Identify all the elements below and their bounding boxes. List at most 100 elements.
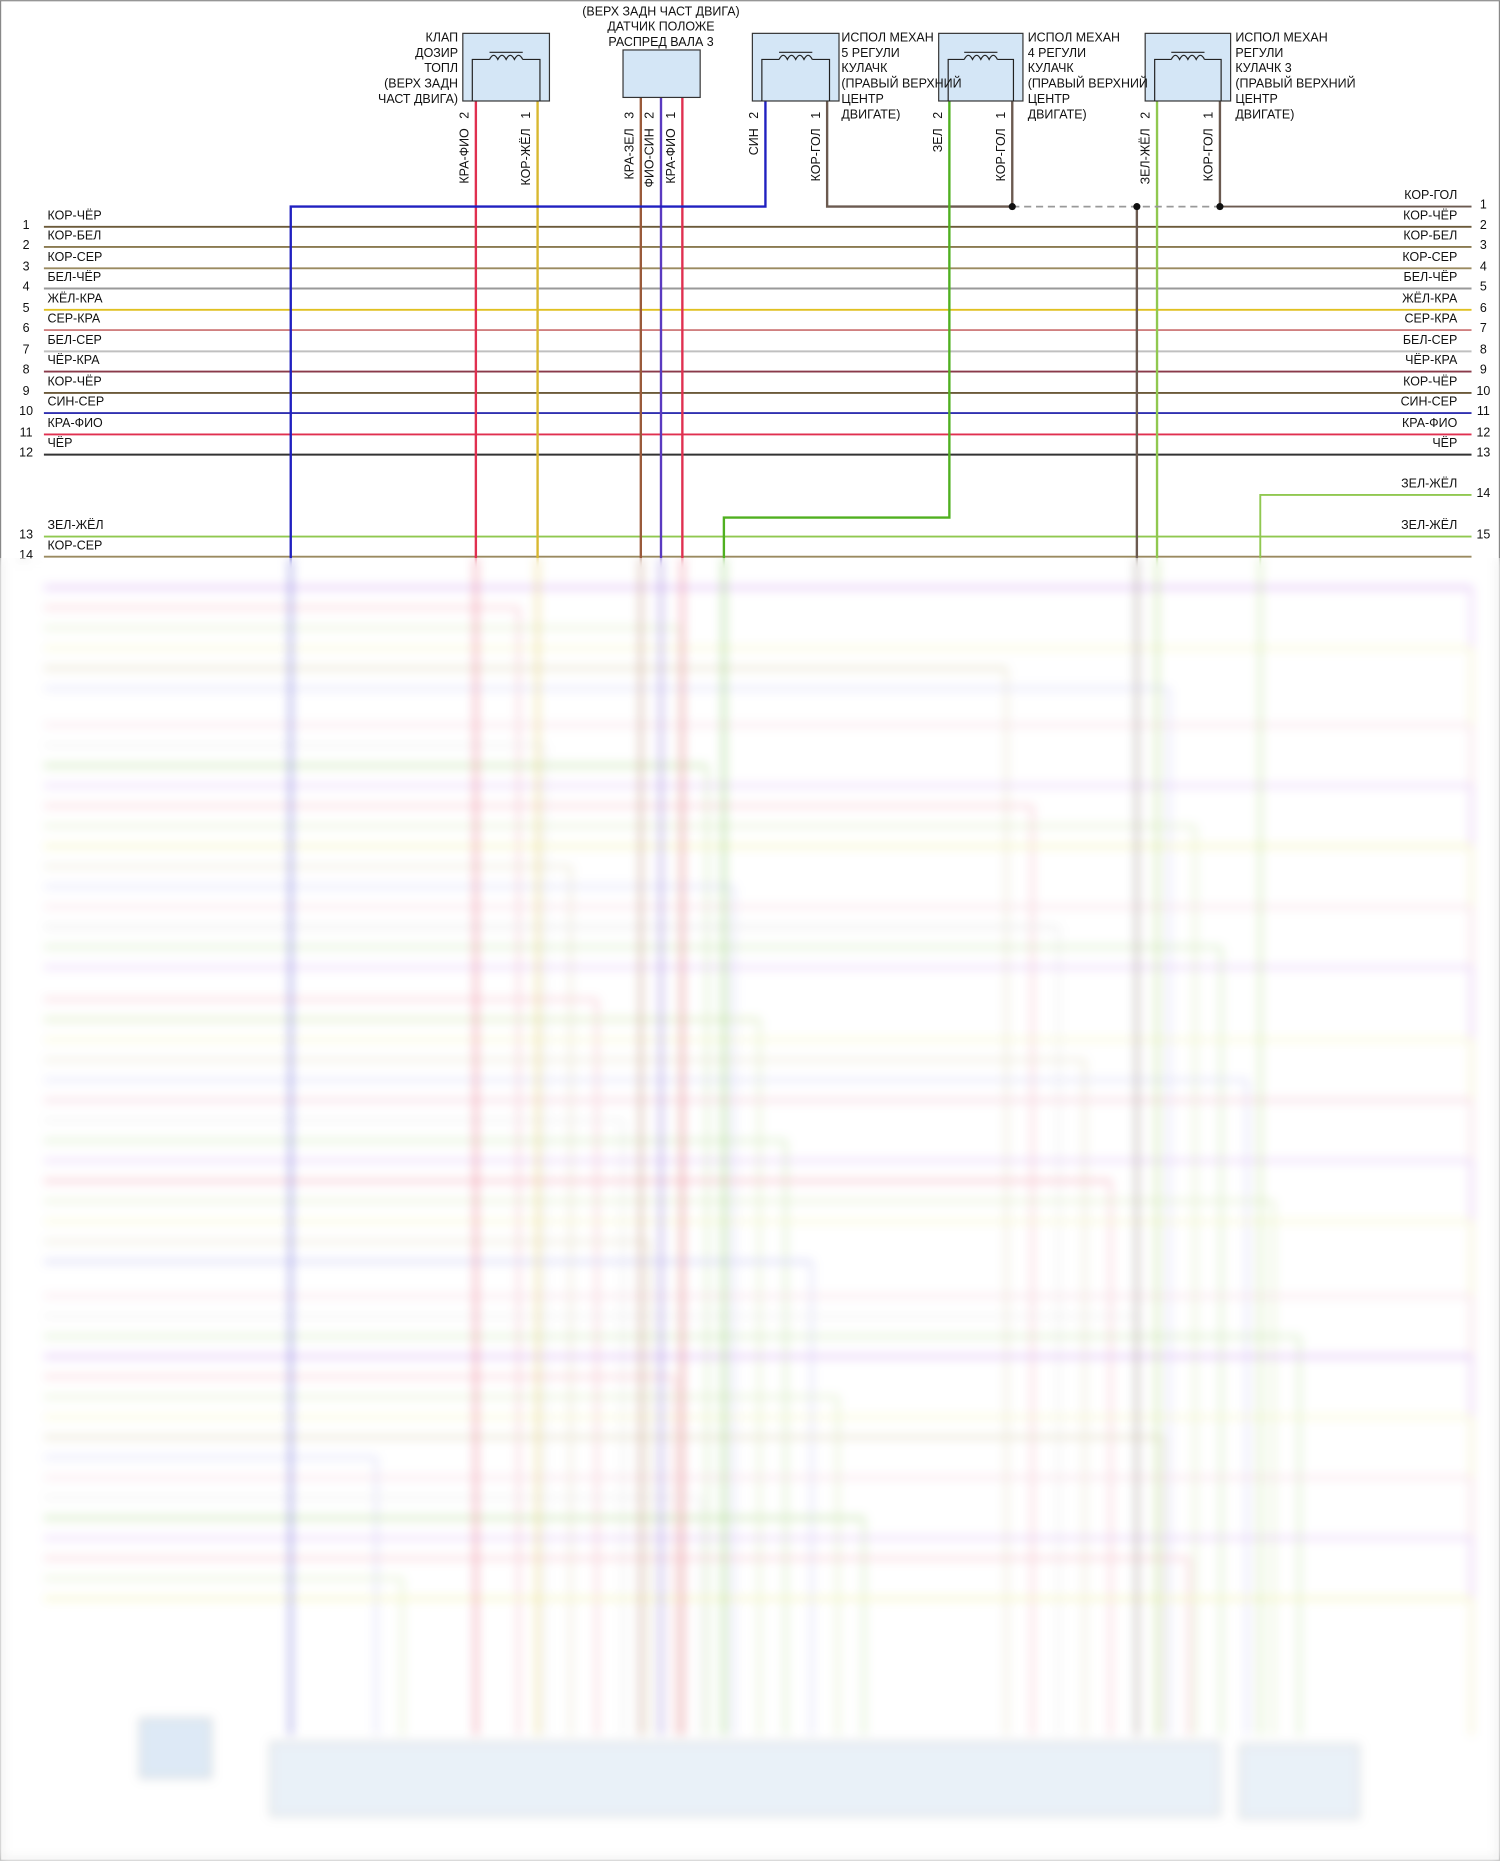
wire-label: ЖЁЛ-КРА [47,291,103,305]
row-number: 6 [23,321,30,335]
pin-number: 1 [994,112,1008,119]
coil-icon [997,58,1015,101]
coil-icon [947,58,965,101]
wire-label: КОР-СЕР [47,538,102,552]
coil-icon [778,54,813,61]
wire-label: КОР-СЕР [1402,250,1457,264]
component-box [751,32,840,102]
wire-label: ЗЕЛ-ЖЁЛ [1401,518,1457,532]
wire-label: СЕР-КРА [47,312,100,326]
component-label: 4 РЕГУЛИ [1028,46,1086,60]
wire-label: СЕР-КРА [1404,312,1457,326]
component-label: ДВИГАТЕ) [1235,108,1294,122]
row-number: 4 [23,280,30,294]
component-label: ДВИГАТЕ) [841,108,900,122]
wire-label: ЗЕЛ [931,128,945,152]
component-label: КУЛАЧК 3 [1235,61,1291,75]
coil-icon [761,58,780,101]
splice-dot [1216,203,1224,211]
row-number: 9 [23,384,30,398]
wire-label: КОР-ЧЁР [1403,208,1457,222]
component-label: КУЛАЧК [1028,61,1075,75]
wire-label: КРА-ЗЕЛ [622,128,636,179]
component-label: (ВЕРХ ЗАДН ЧАСТ ДВИГА) [582,4,739,18]
wire-label: ЗЕЛ-ЖЁЛ [1401,477,1457,491]
wire-label: ФИО-СИН [643,128,657,187]
row-number: 13 [19,528,33,542]
wire-label: ЧЁР-КРА [1405,353,1458,367]
component-label: ТОПЛ [424,61,458,75]
component-box [622,49,701,99]
row-number: 8 [1480,342,1487,356]
pin-number: 2 [931,112,945,119]
row-number: 13 [1476,446,1490,460]
wire-label: СИН-СЕР [1401,395,1458,409]
wire-label: БЕЛ-ЧЁР [1404,270,1458,284]
wire-label: КОР-ГОЛ [1404,188,1457,202]
coil-icon [812,58,831,101]
component-label: РАСПРЕД ВАЛА 3 [608,35,713,49]
wire-label: КОР-БЕЛ [1403,229,1457,243]
wire-label: КОР-ГОЛ [994,128,1008,181]
coil-icon [522,58,541,101]
coil-icon [1170,54,1206,61]
wire-label: ЗЕЛ-ЖЁЛ [1139,128,1153,184]
coil-icon [471,58,490,101]
row-number: 1 [23,218,30,232]
row-number: 10 [1476,384,1490,398]
component-label: ЧАСТ ДВИГА) [378,92,458,106]
components [462,32,1232,102]
wire-label: КОР-СЕР [47,250,102,264]
row-number: 7 [1480,321,1487,335]
row-number: 2 [1480,218,1487,232]
row-number: 3 [1480,238,1487,252]
wire-label: ЧЁР [47,436,72,450]
wire-label: ЖЁЛ-КРА [1402,291,1458,305]
pin-number: 1 [664,112,678,119]
wire-label: КРА-ФИО [1402,416,1458,430]
splice-dot [1133,203,1141,211]
row-number: 5 [1480,280,1487,294]
pin-number: 1 [1202,112,1216,119]
component-box [1144,32,1232,102]
component-label: ИСПОЛ МЕХАН [841,30,933,44]
component-label: (ПРАВЫЙ ВЕРХНИЙ [1235,76,1355,91]
component-label: ЦЕНТР [841,92,883,106]
wire-label: КОР-ГОЛ [809,128,823,181]
blurred-region [0,558,1500,1861]
coil-icon [1204,58,1222,101]
component-label: (ВЕРХ ЗАДН [384,77,458,91]
wire-label: КОР-ЧЁР [47,375,101,389]
labels: 1 КОР-ЧЁР 2 КОР-БЕЛ 3 КОР-СЕР 4 БЕЛ-ЧЁР 5 ЖЁЛ-КРА… [19,4,1490,562]
wire-label: СИН [747,128,761,155]
coil-icon [1154,58,1172,101]
row-number: 11 [1477,404,1490,418]
pin-number: 2 [747,112,761,119]
wire-label: КОР-ЧЁР [47,208,101,222]
wire-label: БЕЛ-СЕР [1403,333,1457,347]
wire-label: ЗЕЛ-ЖЁЛ [47,518,103,532]
row-number: 11 [20,426,33,440]
pin-number: 2 [1139,112,1153,119]
row-number: 5 [23,301,30,315]
wire-label: КОР-БЕЛ [47,229,101,243]
wire-label: ЧЁР [1432,436,1457,450]
row-number: 1 [1480,198,1487,212]
component-label: ЦЕНТР [1028,92,1070,106]
wire-label: КРА-ФИО [664,128,678,184]
wire-label: КРА-ФИО [457,128,471,184]
component-label: КЛАП [426,30,459,44]
pin-number: 2 [643,112,657,119]
row-number: 6 [1480,301,1487,315]
wire-label: БЕЛ-СЕР [47,333,101,347]
wire-label: СИН-СЕР [47,395,104,409]
component-label: (ПРАВЫЙ ВЕРХНИЙ [841,76,961,91]
row-number: 2 [23,238,30,252]
coil-icon [488,54,524,61]
row-number: 12 [1476,426,1490,440]
row-number: 14 [1476,486,1490,500]
component-label: 5 РЕГУЛИ [841,46,899,60]
component-label: (ПРАВЫЙ ВЕРХНИЙ [1028,76,1148,91]
splice-dot [1008,203,1016,211]
